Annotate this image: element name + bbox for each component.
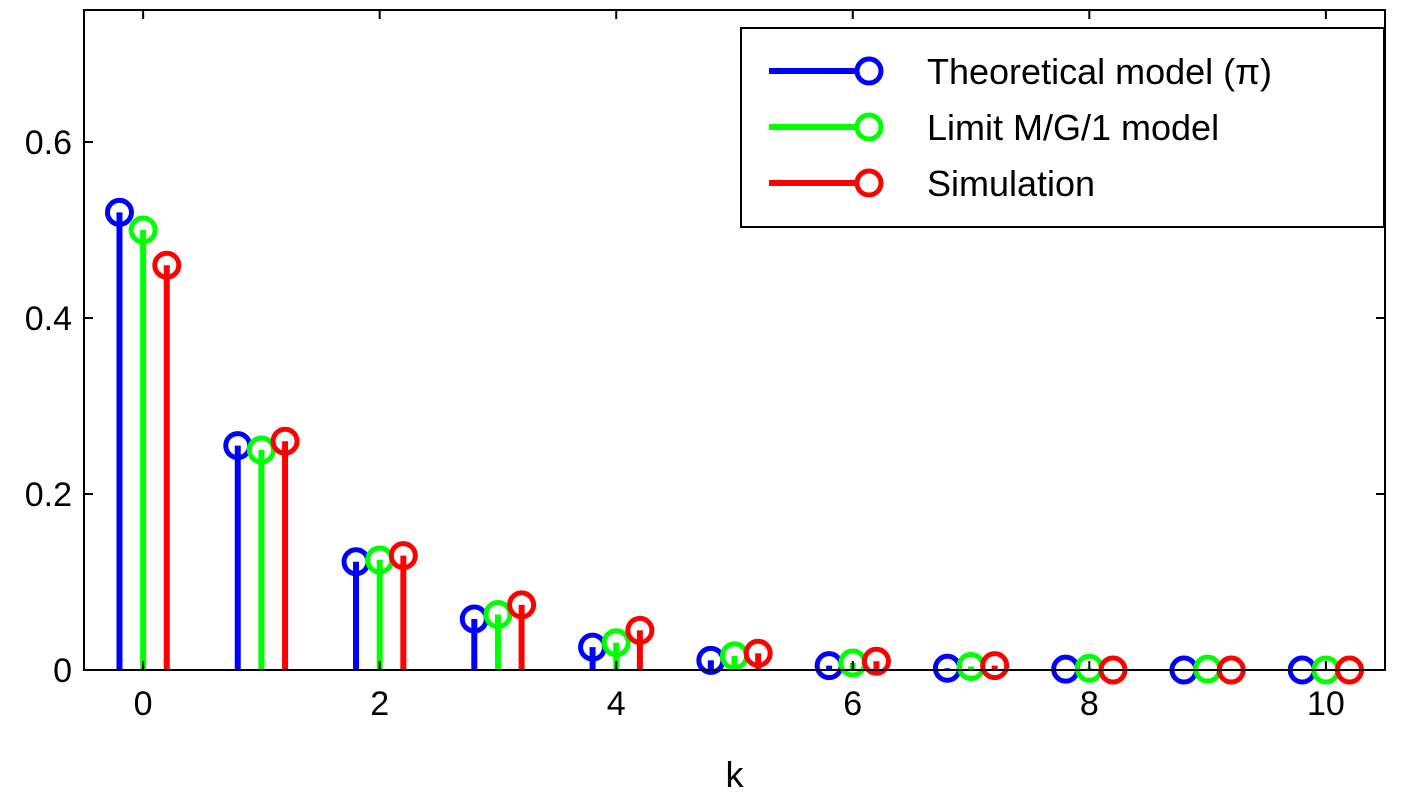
- stem-marker: [861, 646, 891, 676]
- legend-marker: [854, 56, 884, 86]
- stem-marker: [507, 590, 537, 620]
- stem-marker: [246, 435, 276, 465]
- stem-marker: [270, 426, 300, 456]
- stem-marker: [483, 600, 513, 630]
- legend-marker: [854, 112, 884, 142]
- stem-marker: [152, 250, 182, 280]
- stem-marker: [388, 541, 418, 571]
- x-tick-label: 4: [607, 685, 626, 723]
- legend-label: Simulation: [927, 163, 1095, 204]
- y-tick-label: 0: [53, 652, 72, 690]
- x-tick-label: 0: [134, 685, 153, 723]
- stem-series-layer: [84, 197, 1385, 685]
- stem-marker: [128, 215, 158, 245]
- y-tick-label: 0.6: [25, 124, 72, 162]
- x-tick-label: 2: [370, 685, 389, 723]
- stem-marker: [625, 615, 655, 645]
- stem-marker: [601, 628, 631, 658]
- stem-marker: [980, 651, 1010, 681]
- stem-marker: [743, 638, 773, 668]
- x-axis-label: k: [726, 754, 745, 793]
- axis-ticks: 0 2 4 6 8 10 0 0.2 0.4 0.6: [25, 10, 1385, 723]
- x-tick-label: 10: [1307, 685, 1345, 723]
- legend-label: Theoretical model (π): [927, 51, 1272, 92]
- x-tick-label: 8: [1080, 685, 1099, 723]
- plot-frame: [83, 9, 1386, 671]
- y-tick-label: 0.4: [25, 300, 72, 338]
- stem-marker: [104, 197, 134, 227]
- x-tick-label: 6: [843, 685, 862, 723]
- legend-marker: [854, 168, 884, 198]
- legend: Theoretical model (π) Limit M/G/1 model Si…: [740, 27, 1385, 228]
- y-tick-label: 0.2: [25, 476, 72, 514]
- legend-label: Limit M/G/1 model: [927, 107, 1219, 148]
